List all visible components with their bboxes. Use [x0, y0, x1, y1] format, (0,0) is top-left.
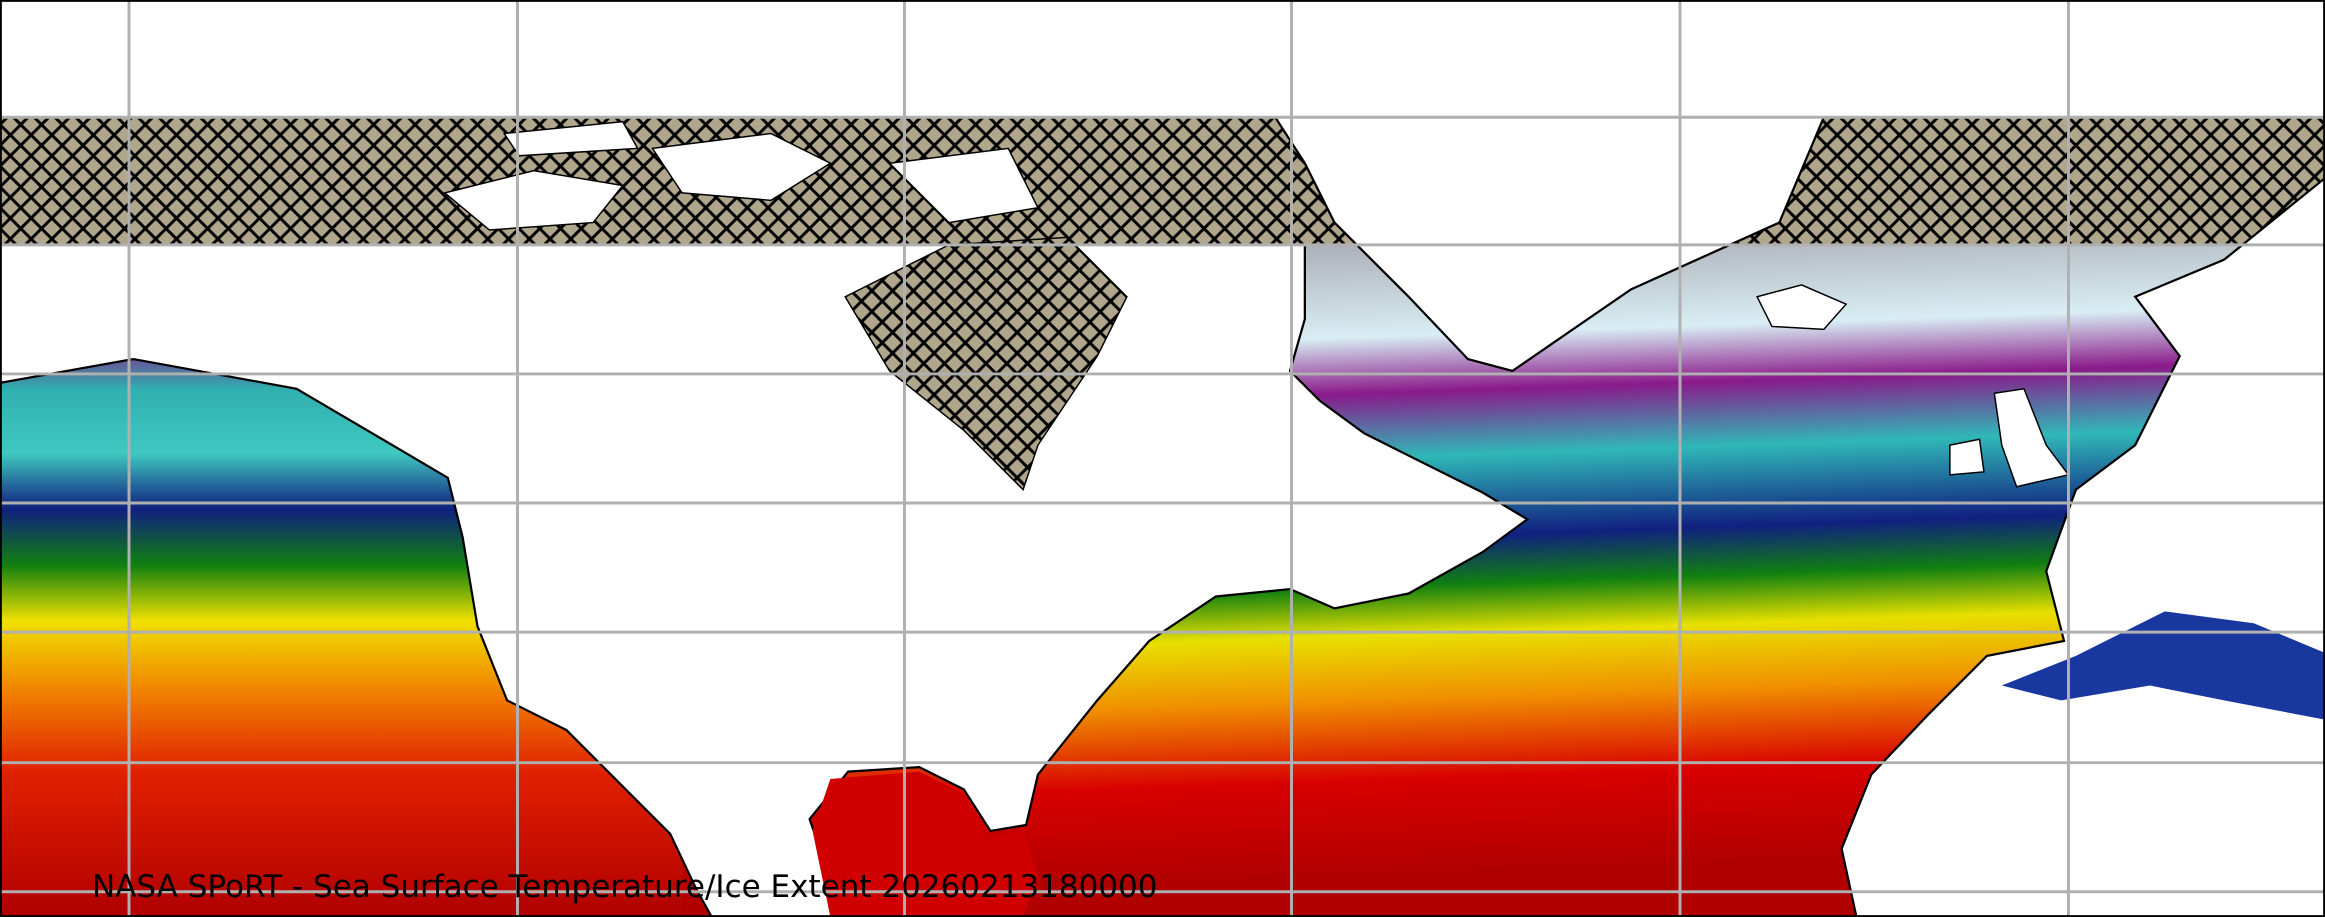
arctic-ice	[0, 117, 2325, 245]
map-caption: NASA SPoRT - Sea Surface Temperature/Ice…	[92, 869, 1158, 905]
europe-africa-land	[1840, 176, 2325, 917]
gulf-of-mexico-sst	[812, 771, 1038, 917]
hudson-bay-ice	[844, 236, 1128, 492]
north-america-land	[0, 243, 1530, 917]
iceland-land	[1756, 284, 1848, 331]
arctic-islands	[443, 120, 1040, 231]
mediterranean-sst	[2001, 611, 2325, 720]
no-data-region	[0, 0, 2325, 118]
